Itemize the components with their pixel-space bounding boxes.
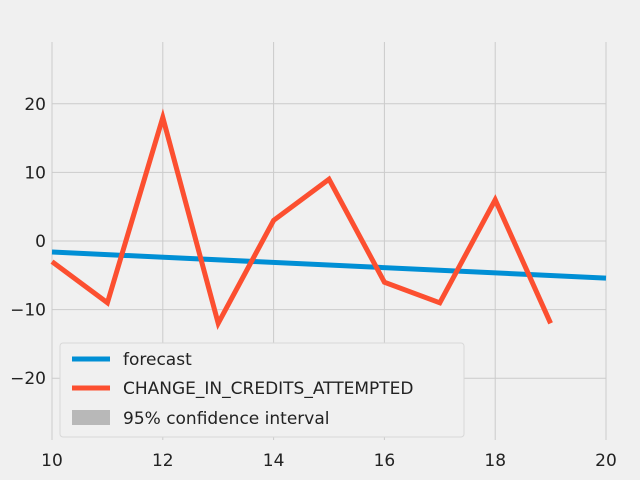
legend-box — [59, 342, 465, 438]
x-tick-label: 20 — [595, 451, 617, 471]
y-tick-label: 20 — [24, 95, 46, 115]
x-tick-label: 16 — [374, 451, 396, 471]
legend-label-change-in-credits: CHANGE_IN_CREDITS_ATTEMPTED — [123, 379, 414, 399]
forecast-line — [51, 249, 607, 281]
series-layer — [50, 108, 607, 331]
x-tick-label: 14 — [263, 451, 285, 471]
y-tick-label: −20 — [10, 369, 46, 389]
legend-label-forecast: forecast — [123, 350, 192, 370]
x-tick-label: 10 — [41, 451, 63, 471]
x-tick-label: 12 — [152, 451, 174, 471]
x-tick-label: 18 — [484, 451, 506, 471]
y-tick-label: −10 — [10, 301, 46, 321]
grid — [51, 42, 607, 440]
tick-labels: 10 12 14 16 18 20 −20 −10 0 10 20 — [10, 95, 617, 471]
change-in-credits-line — [50, 108, 553, 331]
y-tick-label: 0 — [35, 232, 46, 252]
legend: forecast CHANGE_IN_CREDITS_ATTEMPTED 95%… — [59, 342, 465, 438]
legend-swatch-confidence-interval — [72, 410, 110, 425]
legend-label-confidence-interval: 95% confidence interval — [123, 409, 329, 429]
y-tick-label: 10 — [24, 163, 46, 183]
